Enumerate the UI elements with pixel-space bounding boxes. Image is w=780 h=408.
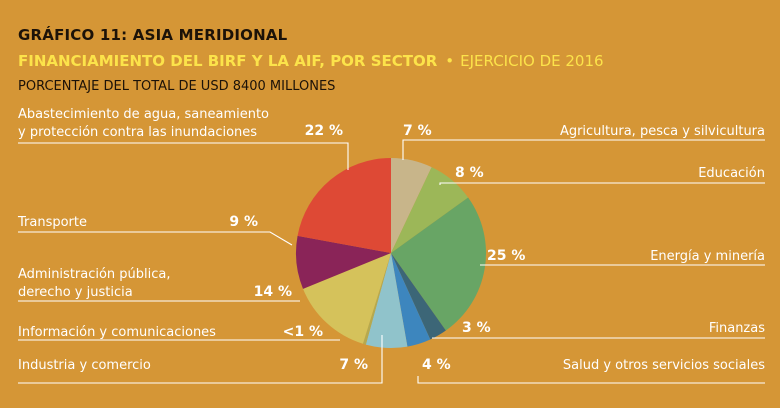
percent-label-4: 4 % <box>422 357 451 373</box>
leader-line-4 <box>417 376 765 384</box>
percent-label-1: 8 % <box>455 165 484 181</box>
pie-slice-7 <box>303 253 391 344</box>
leader-line-1 <box>439 182 765 185</box>
category-label-5: Industria y comercio <box>18 358 151 373</box>
leader-line-0 <box>402 139 765 160</box>
pie-slice-2 <box>391 197 486 331</box>
category-label-0: Agricultura, pesca y silvicultura <box>560 124 765 139</box>
leader-line-9 <box>18 142 349 170</box>
pie-slice-0 <box>391 158 432 253</box>
percent-label-5: 7 % <box>339 357 368 373</box>
pie-slice-8 <box>296 235 391 289</box>
category-label-4: Salud y otros servicios sociales <box>563 358 765 373</box>
category-label-8: Transporte <box>17 215 87 230</box>
category-label-7: Administración pública, derecho y justici… <box>18 267 171 300</box>
chart-number: GRÁFICO 11: <box>18 26 128 44</box>
pie-slice-1 <box>391 167 469 253</box>
subtitle-year: EJERCICIO DE 2016 <box>460 52 604 70</box>
chart-title: GRÁFICO 11: ASIA MERIDIONAL <box>18 26 287 44</box>
category-label-2: Energía y minería <box>650 249 765 264</box>
leader-line-8 <box>18 231 293 246</box>
percent-label-7: 14 % <box>254 284 292 300</box>
category-label-9: Abastecimiento de agua, saneamiento y pro… <box>18 107 269 140</box>
chart-subtitle: FINANCIAMIENTO DEL BIRF Y LA AIF, POR SE… <box>18 52 604 70</box>
pie-slice-9 <box>297 158 391 253</box>
percent-label-6: <1 % <box>283 324 323 340</box>
chart-caption: PORCENTAJE DEL TOTAL DE USD 8400 MILLONE… <box>18 79 336 94</box>
category-label-1: Educación <box>698 166 765 181</box>
percent-label-2: 25 % <box>487 248 525 264</box>
percent-label-9: 22 % <box>305 123 343 139</box>
subtitle-text: FINANCIAMIENTO DEL BIRF Y LA AIF, POR SE… <box>18 52 438 70</box>
pie-slice-4 <box>391 253 431 347</box>
category-label-6: Información y comunicaciones <box>18 325 216 340</box>
pie-slice-3 <box>391 253 446 340</box>
percent-label-3: 3 % <box>462 320 491 336</box>
leader-line-5 <box>18 335 383 384</box>
region-name: ASIA MERIDIONAL <box>132 26 288 44</box>
pie-slice-6 <box>362 253 391 345</box>
category-label-3: Finanzas <box>709 321 765 336</box>
percent-label-8: 9 % <box>229 214 258 230</box>
percent-label-0: 7 % <box>403 123 432 139</box>
pie-slice-5 <box>365 253 408 348</box>
subtitle-separator: • <box>445 52 455 70</box>
